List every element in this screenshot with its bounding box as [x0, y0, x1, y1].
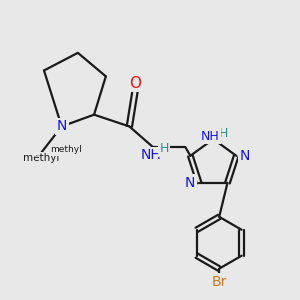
Text: H: H	[219, 127, 228, 140]
Text: methyl: methyl	[36, 155, 40, 157]
Text: H: H	[159, 142, 169, 155]
Text: N: N	[240, 149, 250, 163]
Text: NH: NH	[141, 148, 162, 162]
Text: methyl: methyl	[50, 146, 82, 154]
Text: N: N	[185, 176, 196, 190]
Text: O: O	[129, 76, 141, 91]
Text: N: N	[56, 119, 67, 134]
Text: Br: Br	[212, 275, 227, 289]
Text: methyl: methyl	[34, 155, 39, 157]
Text: NH: NH	[201, 130, 220, 143]
Text: methyl: methyl	[37, 160, 42, 162]
Text: methyl: methyl	[23, 153, 60, 163]
